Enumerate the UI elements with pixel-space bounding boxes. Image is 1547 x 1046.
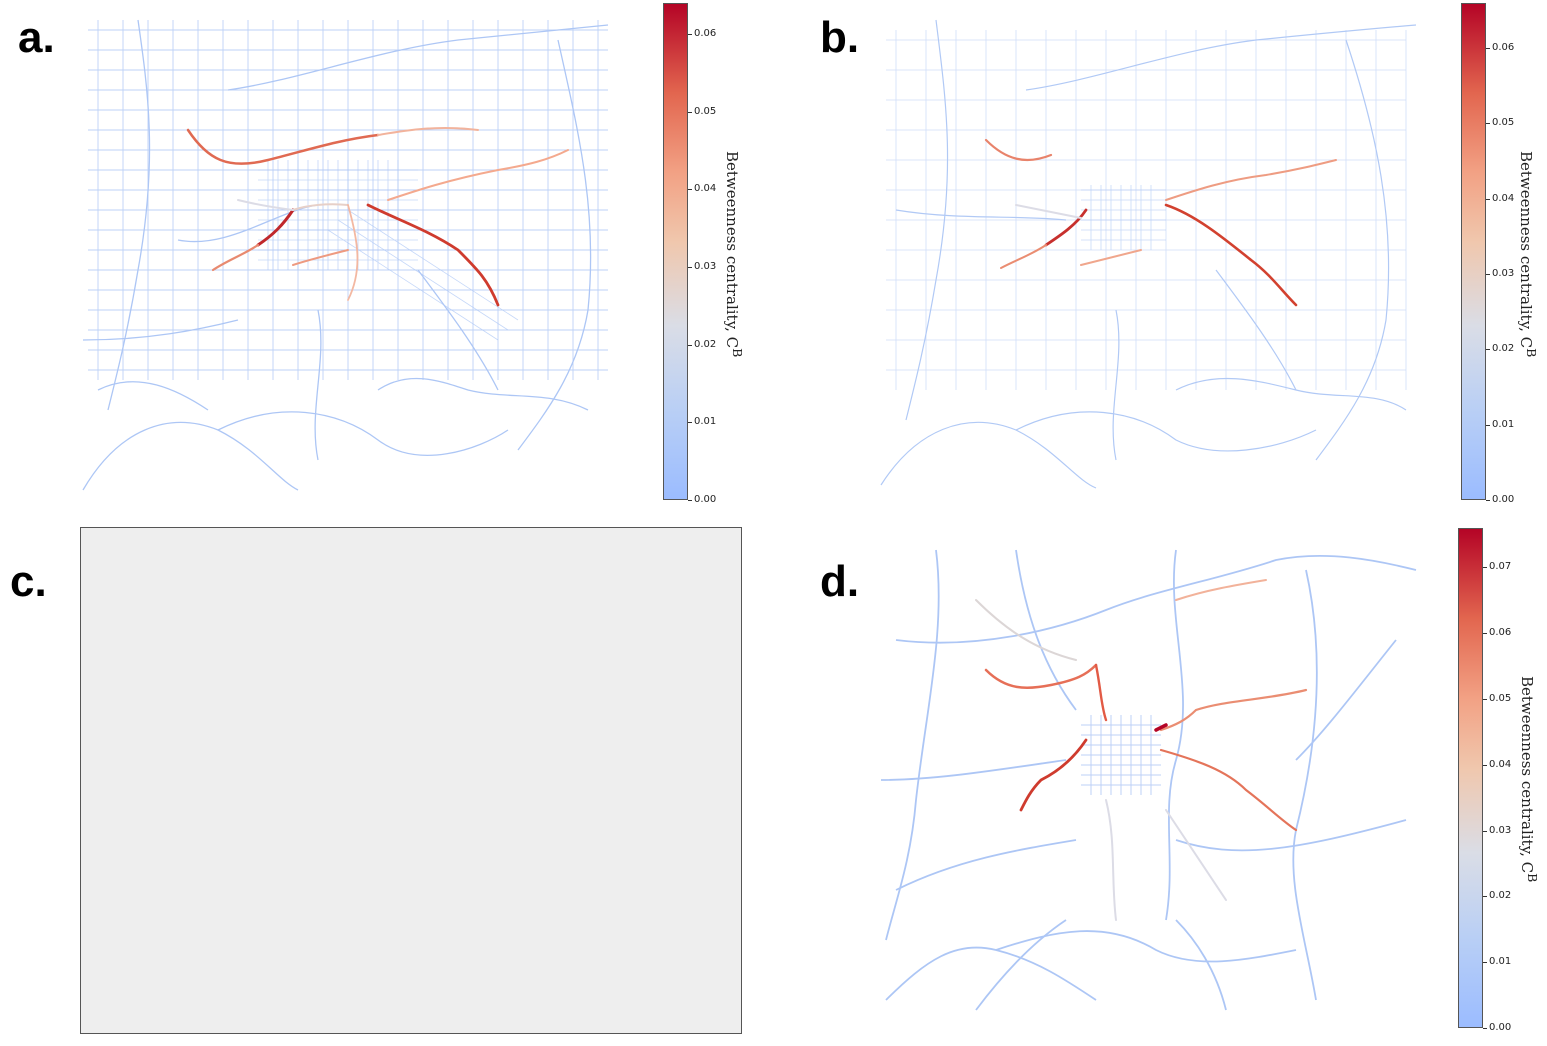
colorbar-tick: 0.00 — [1483, 1023, 1511, 1033]
colorbar-tick: 0.07 — [1483, 562, 1511, 572]
colorbar-tick: 0.02 — [1483, 891, 1511, 901]
colorbar-gradient-b — [1461, 3, 1486, 500]
colorbar-tick: 0.05 — [1486, 118, 1514, 128]
colorbar-label-a: Betweenness centrality, CB — [723, 151, 745, 358]
colorbar-tick: 0.01 — [1483, 957, 1511, 967]
road-network-d — [880, 549, 1417, 1011]
colorbar-label-d: Betweenness centrality, CB — [1518, 676, 1540, 883]
colorbar-tick: 0.01 — [1486, 419, 1514, 430]
colorbar-tick: 0.06 — [688, 29, 716, 39]
colorbar-gradient-d — [1458, 528, 1483, 1028]
colorbar-tick: 0.04 — [688, 184, 716, 194]
colorbar-tick: 0.06 — [1483, 628, 1511, 638]
colorbar-tick: 0.00 — [1486, 495, 1514, 505]
colorbar-tick: 0.05 — [688, 106, 716, 117]
panel-c-placeholder — [80, 527, 742, 1034]
panel-label-c: c. — [10, 557, 47, 606]
colorbar-tick: 0.04 — [1486, 193, 1514, 204]
map-panel-d — [876, 540, 1421, 1020]
panel-label-d: d. — [820, 557, 860, 606]
colorbar-gradient-a — [663, 3, 688, 500]
road-network-b — [880, 19, 1417, 489]
colorbar-tick: 0.03 — [688, 262, 716, 272]
colorbar-tick: 0.02 — [688, 339, 716, 350]
colorbar-label-b: Betweenness centrality, CB — [1517, 151, 1539, 358]
colorbar-tick: 0.00 — [688, 495, 716, 505]
panel-label-a: a. — [18, 13, 55, 62]
colorbar-tick: 0.02 — [1486, 344, 1514, 354]
map-panel-a — [78, 10, 618, 495]
map-panel-b — [876, 10, 1421, 490]
panel-label-b: b. — [820, 13, 860, 62]
colorbar-tick: 0.01 — [688, 417, 716, 427]
colorbar-tick: 0.05 — [1483, 694, 1511, 704]
road-network-a — [82, 19, 609, 491]
colorbar-tick: 0.04 — [1483, 759, 1511, 770]
colorbar-tick: 0.03 — [1483, 825, 1511, 836]
colorbar-tick: 0.03 — [1486, 269, 1514, 279]
colorbar-tick: 0.06 — [1486, 43, 1514, 53]
